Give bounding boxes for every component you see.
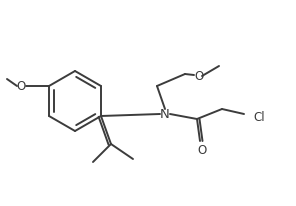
Text: O: O [194, 70, 204, 83]
Text: N: N [160, 108, 170, 121]
Text: O: O [16, 80, 26, 93]
Text: Cl: Cl [253, 111, 265, 124]
Text: O: O [197, 143, 207, 156]
